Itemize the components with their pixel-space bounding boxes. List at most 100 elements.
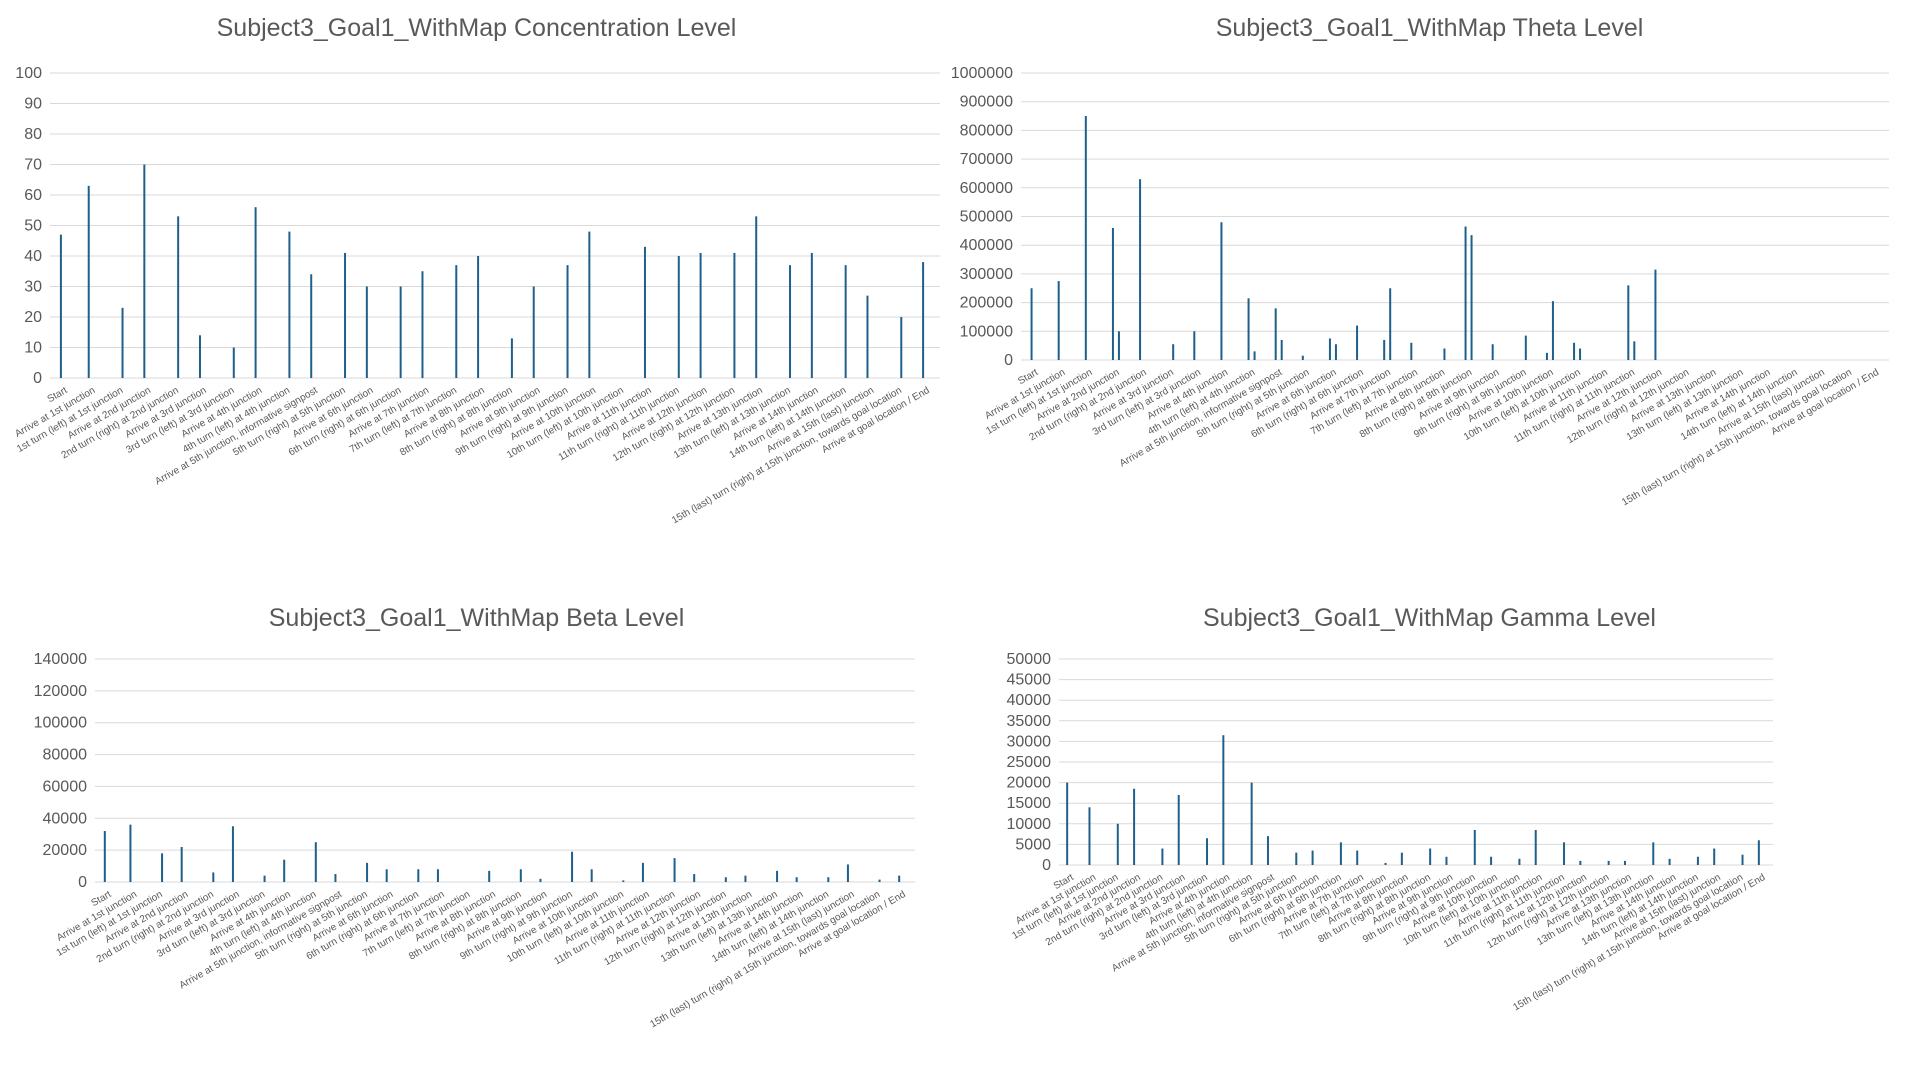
bar [1172,344,1175,360]
y-tick-label: 40000 [43,810,88,827]
y-tick-label: 20000 [43,842,88,859]
bar [1490,856,1493,865]
bar [1139,179,1142,360]
y-tick-label: 0 [33,370,42,387]
bar [1177,794,1180,865]
bar [846,864,849,882]
bar [455,265,458,378]
bar [1356,850,1359,865]
bar [1607,860,1610,865]
bar [724,877,727,882]
bar [795,877,798,882]
y-tick-label: 40 [24,248,42,265]
bar [641,862,644,882]
y-tick-label: 900000 [960,94,1013,111]
bar [566,265,569,378]
y-tick-label: 35000 [1007,713,1052,730]
bar [1030,288,1033,360]
bar [1696,856,1699,865]
bar [1652,842,1655,865]
y-tick-label: 1000000 [951,65,1013,82]
bar [59,234,62,378]
theta-chart: 0 100000 200000 300000 400000 500000 600000 700… [951,65,1889,508]
bar [1334,344,1337,360]
bar [622,880,625,882]
bar [1311,850,1314,865]
bar [1491,344,1494,360]
bar [1084,116,1087,360]
bar [1713,848,1716,865]
y-tick-label: 100000 [34,715,87,732]
bar [1518,858,1521,865]
bar [1193,331,1196,360]
bar [232,347,235,378]
bar [1429,848,1432,865]
beta-chart-panel: Subject3_Goal1_WithMap Beta Level 0 20000… [0,590,953,1080]
bar [310,274,313,378]
bar [827,877,830,882]
bar [519,869,522,882]
bar [1111,227,1114,360]
bar [1247,298,1250,360]
y-tick-label: 300000 [960,266,1013,283]
bar [488,870,491,882]
y-tick-label: 120000 [34,683,87,700]
gamma-chart: 0 5000 10000 15000 20000 25000 30000 35000 40000… [1007,651,1773,1013]
bar [1328,338,1331,360]
y-tick-label: 80 [24,126,42,143]
chart-title: Subject3_Goal1_WithMap Theta Level [1215,14,1644,42]
bar [755,216,758,378]
bar [198,335,201,378]
bar [263,875,266,882]
y-tick-label: 10000 [1007,816,1052,833]
bar [1250,782,1253,865]
bar [510,338,513,378]
bar [1633,341,1636,360]
y-tick-label: 90 [24,96,42,113]
bar [1339,842,1342,865]
bar [344,252,347,378]
bar [177,216,180,378]
bar [776,870,779,882]
bar [1088,807,1091,865]
bar [1161,848,1164,865]
gamma-chart-panel: Subject3_Goal1_WithMap Gamma Level 0 5000… [953,590,1906,1080]
bar [643,246,646,378]
bar [1266,836,1269,865]
y-tick-label: 100000 [960,323,1013,340]
bar [866,295,869,378]
bar [699,252,702,378]
y-tick-label: 140000 [34,651,87,668]
bar [844,265,847,378]
bar [571,851,574,882]
bar [1579,348,1582,360]
bar [1222,735,1225,865]
y-tick-label: 500000 [960,209,1013,226]
y-tick-label: 70 [24,157,42,174]
bar [1116,823,1119,865]
bar [1220,222,1223,360]
bar [1443,348,1446,360]
bar [385,869,388,882]
y-tick-label: 20 [24,309,42,326]
y-tick-label: 20000 [1007,775,1052,792]
theta-chart-panel: Subject3_Goal1_WithMap Theta Level 0 1000… [951,0,1906,600]
bar [212,872,215,882]
bar [1563,842,1566,865]
bar [283,859,286,882]
y-tick-label: 25000 [1007,754,1052,771]
y-tick-label: 15000 [1007,795,1052,812]
y-tick-label: 0 [1004,352,1013,369]
y-tick-label: 45000 [1007,672,1052,689]
bar [143,164,146,378]
bar [1066,782,1069,865]
bar [1383,339,1386,360]
bar [1356,325,1359,360]
y-tick-label: 800000 [960,122,1013,139]
beta-chart: 020000400006000080000100000120000140000S… [34,651,915,1030]
bar [477,256,480,378]
bar [161,853,164,882]
y-tick-label: 50 [24,218,42,235]
bar [1389,288,1392,360]
